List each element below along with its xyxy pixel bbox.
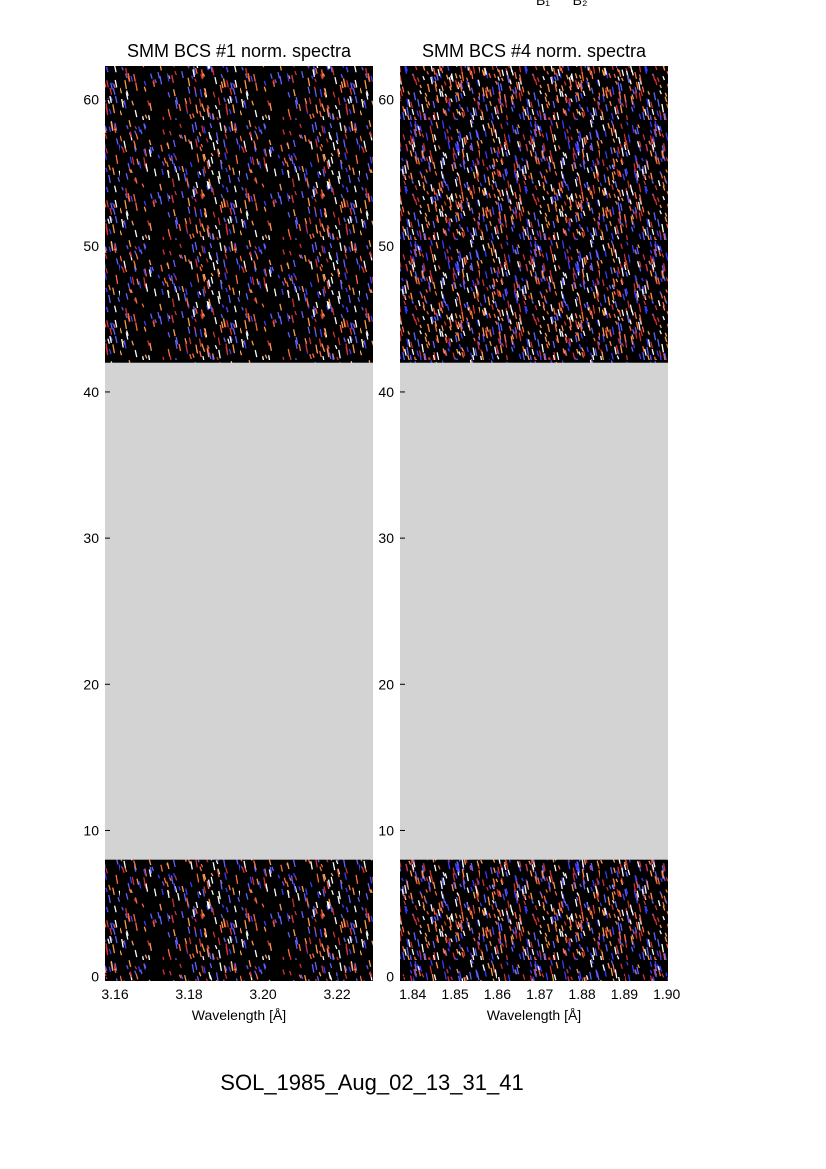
x-tick-label: 1.86 [484,986,511,1002]
x-tick-label: 1.88 [568,986,595,1002]
y-tick-label: 10 [83,822,99,838]
x-tick-label: 1.89 [611,986,638,1002]
x-axis-label: Wavelength [Å] [487,1007,581,1023]
y-tick-label: 10 [378,822,394,838]
x-axis-label: Wavelength [Å] [192,1007,286,1023]
y-tick-label: 50 [378,238,394,254]
spectra-block [105,66,373,363]
panel-title: SMM BCS #4 norm. spectra [422,41,647,61]
x-tick-label: 3.16 [101,986,128,1002]
x-tick-label: 1.87 [526,986,553,1002]
spectra-block [400,859,668,981]
y-tick-label: 0 [91,969,99,985]
spectra-block [400,66,668,363]
y-tick-label: 30 [378,530,394,546]
x-tick-label: 3.22 [323,986,350,1002]
top-label: B₁ [536,0,550,8]
panel-title: SMM BCS #1 norm. spectra [127,41,352,61]
y-tick-label: 60 [83,92,99,108]
x-tick-label: 3.18 [175,986,202,1002]
y-tick-label: 40 [378,384,394,400]
x-tick-label: 3.20 [249,986,276,1002]
y-tick-label: 0 [386,969,394,985]
y-tick-label: 60 [378,92,394,108]
y-tick-label: 30 [83,530,99,546]
x-tick-label: 1.85 [441,986,468,1002]
x-tick-label: 1.90 [653,986,680,1002]
footer: SOL_1985_Aug_02_13_31_41 [220,1070,523,1095]
y-tick-label: 20 [83,676,99,692]
x-tick-label: 1.84 [399,986,426,1002]
y-tick-label: 50 [83,238,99,254]
y-tick-label: 20 [378,676,394,692]
spectra-block [105,859,373,981]
y-tick-label: 40 [83,384,99,400]
top-label: B₂ [573,0,588,8]
